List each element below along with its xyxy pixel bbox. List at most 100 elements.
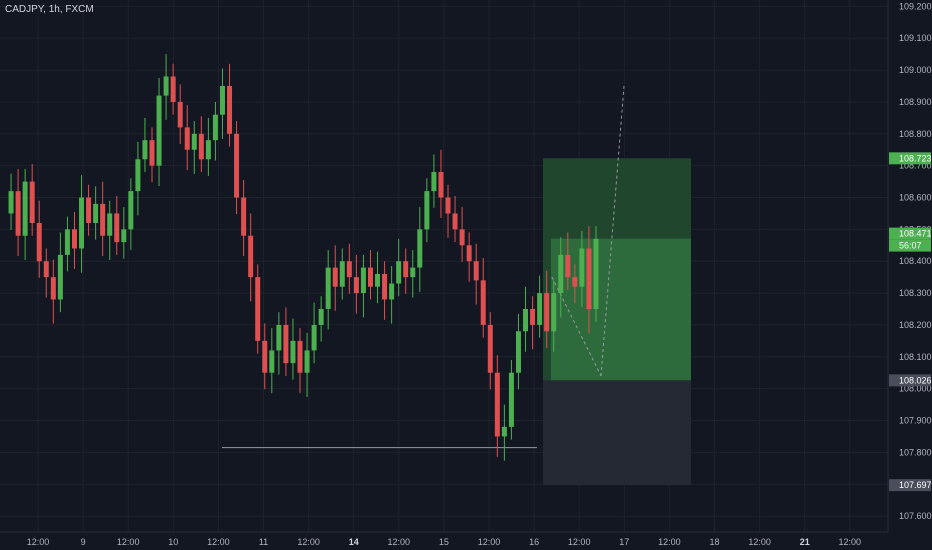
y-tick-label: 108.000 [899, 384, 932, 394]
candle-down [262, 340, 268, 373]
candle-down [100, 203, 106, 236]
candle-up [269, 350, 275, 373]
x-tick-label: 16 [529, 537, 539, 547]
candle-down [283, 324, 289, 364]
x-tick-label: 12:00 [297, 537, 320, 547]
candle-up [389, 283, 395, 300]
candle-down [452, 213, 458, 230]
candle-up [537, 293, 543, 325]
y-tick-label: 109.200 [899, 1, 932, 11]
candle-up [325, 267, 331, 310]
candle-up [304, 350, 310, 373]
candle-up [121, 229, 127, 243]
candle-down [170, 76, 176, 102]
candle-up [22, 181, 28, 236]
candle-up [128, 191, 134, 230]
x-tick-label: 18 [709, 537, 719, 547]
candle-up [57, 254, 63, 300]
x-tick-label: 11 [259, 537, 268, 547]
candle-up [523, 309, 529, 332]
candle-up [142, 140, 148, 160]
price-tag-target [889, 152, 931, 165]
candle-up [501, 426, 507, 437]
candle-up [339, 261, 345, 287]
y-tick-label: 107.800 [899, 447, 932, 457]
x-tick-label: 12:00 [478, 537, 501, 547]
candle-down [445, 197, 451, 214]
y-tick-label: 108.800 [899, 129, 932, 139]
y-tick-label: 107.900 [899, 416, 932, 426]
x-tick-label: 12:00 [748, 537, 771, 547]
x-tick-label: 12:00 [27, 537, 50, 547]
candle-up [515, 331, 521, 373]
candle-up [93, 203, 99, 223]
price-tag-countdown-text: 56:07 [899, 241, 922, 251]
candle-down [473, 261, 479, 281]
price-tag-stop-text: 107.697 [899, 480, 932, 490]
candle-down [438, 172, 444, 198]
candle-up [410, 267, 416, 278]
candle-down [367, 267, 373, 287]
candle-up [431, 172, 437, 192]
candle-up [396, 261, 402, 284]
candle-up [219, 86, 225, 115]
stop-zone[interactable] [543, 380, 691, 486]
price-tag-stop [889, 479, 931, 492]
chart-symbol-title: CADJPY, 1h, FXCM [5, 4, 94, 15]
y-tick-label: 107.600 [899, 511, 932, 521]
candle-down [114, 213, 120, 243]
candle-up [156, 95, 162, 166]
candle-up [360, 267, 366, 294]
candle-up [558, 254, 564, 294]
candle-up [593, 238, 599, 310]
projection-line [551, 276, 602, 377]
candle-up [424, 191, 430, 230]
candle-down [353, 277, 359, 294]
candle-down [480, 280, 486, 325]
x-tick-label: 12:00 [658, 537, 681, 547]
x-tick-label: 12:00 [839, 537, 862, 547]
y-tick-label: 108.700 [899, 161, 932, 171]
candle-up [290, 340, 296, 364]
candle-down [255, 277, 261, 341]
price-tag-entry-text: 108.026 [899, 375, 932, 385]
candle-down [530, 309, 536, 325]
candle-down [487, 324, 493, 373]
price-tag-current [889, 227, 931, 240]
candle-up [417, 229, 423, 268]
candle-up [8, 191, 14, 214]
candle-down [565, 254, 571, 278]
candle-down [248, 235, 254, 278]
candle-up [579, 248, 585, 287]
candle-down [586, 248, 592, 310]
y-tick-label: 109.000 [899, 65, 932, 75]
candle-down [403, 261, 409, 278]
profit-zone [551, 238, 691, 381]
x-tick-label: 15 [439, 537, 449, 547]
price-tag-current-text: 108.471 [899, 229, 932, 239]
candle-down [177, 101, 183, 128]
candle-down [227, 86, 233, 134]
price-tag-entry [889, 374, 931, 387]
candle-up [64, 229, 70, 255]
candle-down [466, 245, 472, 262]
x-tick-label: 12:00 [207, 537, 230, 547]
candle-up [508, 372, 514, 427]
candle-down [198, 133, 204, 160]
candle-down [346, 261, 352, 278]
candle-up [318, 309, 324, 325]
candle-down [241, 197, 247, 236]
candle-down [43, 261, 49, 278]
y-tick-label: 108.100 [899, 352, 932, 362]
price-tag-target-text: 108.723 [899, 153, 932, 163]
y-tick-label: 108.400 [899, 256, 932, 266]
candle-down [86, 197, 92, 223]
candle-up [191, 133, 197, 150]
candle-down [36, 222, 42, 262]
candle-up [311, 324, 317, 351]
projection-line [600, 85, 625, 376]
y-tick-label: 108.600 [899, 193, 932, 203]
x-tick-label: 12:00 [117, 537, 140, 547]
